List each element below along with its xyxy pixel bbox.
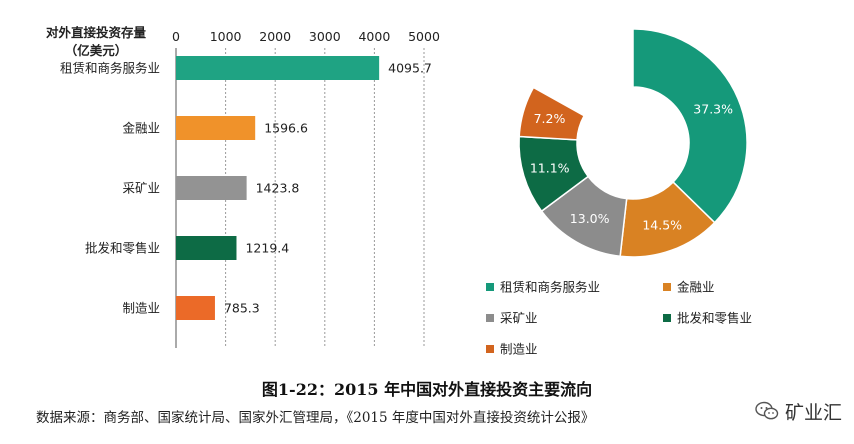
- chart-area: 对外直接投资存量 （亿美元） 0 1000 2000 3000 4000 5000 租赁和商务服…: [46, 25, 752, 357]
- figure-caption: 图1-22：2015 年中国对外直接投资主要流向: [261, 380, 593, 399]
- donut-value-label: 7.2%: [534, 111, 566, 126]
- legend-swatch: [663, 314, 671, 322]
- donut-value-label: 11.1%: [530, 161, 570, 176]
- source-note: 数据来源：商务部、国家统计局、国家外汇管理局，《2015 年度中国对外直接投资统…: [36, 410, 595, 426]
- bar-value-label: 785.3: [224, 301, 260, 316]
- donut-value-label: 14.5%: [642, 217, 682, 232]
- bar-category-label: 金融业: [122, 121, 160, 136]
- bar-category-label: 采矿业: [122, 181, 160, 196]
- donut-slice: [518, 86, 586, 141]
- bar-title-line-1: 对外直接投资存量: [46, 25, 147, 40]
- donut-slice: [632, 28, 748, 224]
- legend-label: 金融业: [677, 280, 715, 295]
- bar-x-tick-label: 3000: [309, 29, 341, 44]
- bar-value-label: 1423.8: [256, 181, 300, 196]
- watermark-text: 矿业汇: [784, 401, 842, 424]
- legend-label: 采矿业: [500, 311, 538, 326]
- donut-value-label: 37.3%: [693, 102, 733, 117]
- bar-category-label: 租赁和商务服务业: [60, 61, 160, 76]
- wechat-icon: [755, 401, 779, 420]
- bar-x-tick-label: 1000: [210, 29, 242, 44]
- bar: [176, 236, 237, 260]
- bar-x-tick-label: 4000: [358, 29, 390, 44]
- legend-label: 批发和零售业: [677, 311, 752, 326]
- bar-category-label: 批发和零售业: [85, 241, 160, 256]
- legend-label: 租赁和商务服务业: [500, 280, 600, 295]
- bar: [176, 296, 215, 320]
- legend-label: 制造业: [500, 342, 538, 357]
- bar-value-label: 1219.4: [245, 241, 289, 256]
- bar: [176, 176, 247, 200]
- legend-swatch: [486, 283, 494, 291]
- bar-category-label: 制造业: [122, 301, 160, 316]
- bar-value-label: 1596.6: [264, 121, 308, 136]
- legend-swatch: [486, 345, 494, 353]
- legend-swatch: [486, 314, 494, 322]
- bar: [176, 56, 380, 80]
- bar-x-tick-label: 0: [172, 29, 180, 44]
- bar: [176, 116, 256, 140]
- legend-swatch: [663, 283, 671, 291]
- bar-x-tick-label: 5000: [408, 29, 440, 44]
- bar-x-tick-label: 2000: [259, 29, 291, 44]
- bar-title-line-2: （亿美元）: [65, 43, 128, 58]
- donut-value-label: 13.0%: [570, 211, 610, 226]
- watermark: 矿业汇: [755, 396, 842, 426]
- bar-value-label: 4095.7: [388, 61, 432, 76]
